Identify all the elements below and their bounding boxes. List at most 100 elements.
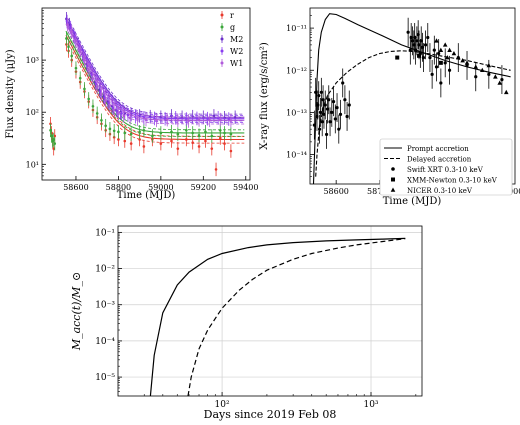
- data-point-W1: [91, 77, 95, 80]
- y-tick-label: 10¹: [26, 160, 39, 169]
- data-point-g: [50, 134, 53, 138]
- legend-label: g: [230, 23, 235, 32]
- data-point-r: [214, 168, 218, 171]
- data-point-W1: [66, 23, 69, 26]
- swift-point: [347, 103, 351, 107]
- data-point-g: [117, 130, 120, 134]
- swift-point: [487, 72, 491, 76]
- nicer-point: [451, 50, 457, 56]
- swift-point: [319, 90, 323, 94]
- swift-point: [426, 35, 430, 40]
- data-point-W1: [74, 39, 78, 43]
- data-point-W2: [99, 90, 102, 93]
- model-curve-g: [65, 30, 245, 134]
- data-point-W1: [112, 108, 116, 112]
- data-point-M2: [233, 115, 237, 119]
- legend-circle: [391, 167, 395, 171]
- y-tick-label: 10⁻¹³: [286, 108, 307, 117]
- swift-point: [474, 75, 478, 79]
- nicer-point: [460, 58, 465, 63]
- legend-label: XMM-Newton 0.3-10 keV: [407, 177, 498, 185]
- swift-point: [423, 43, 428, 47]
- model-curve-W1: [65, 23, 245, 121]
- swift-point: [333, 117, 337, 121]
- legend-label: W2: [230, 47, 243, 56]
- data-point-g: [142, 128, 146, 132]
- x-tick-label: 10³: [363, 400, 378, 410]
- data-point-W1: [155, 118, 158, 122]
- legend-label: NICER 0.3-10 keV: [407, 187, 473, 195]
- data-point-g: [176, 132, 180, 136]
- data-point-g: [223, 131, 226, 135]
- swift-point: [318, 110, 323, 114]
- legend-label: Swift XRT 0.3-10 keV: [407, 166, 484, 174]
- swift-point: [500, 78, 504, 82]
- legend-marker-dot: [220, 61, 224, 65]
- data-point-W1: [100, 93, 103, 96]
- data-point-g: [204, 130, 207, 134]
- data-point-g: [197, 134, 201, 137]
- nicer-point: [442, 42, 448, 47]
- data-point-r: [138, 138, 141, 141]
- legend-label: Prompt accretion: [407, 145, 469, 153]
- swift-point: [335, 105, 339, 110]
- model-curve-M2: [65, 17, 245, 118]
- xray-panel: 586005870058800589005900010⁻¹⁴10⁻¹³10⁻¹²…: [259, 7, 520, 207]
- legend: rg M2 W2 W1: [220, 11, 243, 68]
- delayed-mass-curve: [187, 238, 406, 397]
- data-point-g: [95, 112, 99, 115]
- swift-point: [331, 100, 336, 104]
- nicer-point: [493, 74, 498, 79]
- data-point-r: [223, 142, 226, 145]
- nicer-point: [497, 80, 503, 85]
- legend-label: r: [230, 11, 234, 20]
- swift-point: [324, 132, 329, 137]
- nicer-point: [434, 38, 439, 43]
- data-point-W1: [104, 98, 107, 102]
- data-point-W1: [128, 116, 132, 120]
- swift-point: [409, 35, 413, 40]
- swift-point: [325, 107, 330, 111]
- x-tick-label: 59000: [148, 183, 173, 192]
- data-point-r: [176, 147, 180, 150]
- data-point-g: [49, 128, 52, 132]
- data-point-g: [218, 128, 222, 132]
- model-band-W1-0: [67, 31, 245, 125]
- data-point-r: [53, 134, 57, 138]
- data-point-W1: [176, 118, 180, 122]
- data-point-r: [229, 149, 233, 153]
- nicer-point: [464, 60, 470, 65]
- data-point-g: [159, 131, 163, 135]
- prompt-accretion-curve: [312, 13, 511, 185]
- data-point-W1: [208, 118, 211, 122]
- data-point-r: [185, 138, 188, 141]
- y-tick-label: 10⁻³: [95, 301, 115, 311]
- legend-square: [391, 177, 395, 182]
- legend-marker-dot: [220, 37, 224, 41]
- swift-point: [322, 112, 326, 116]
- xmm-point: [417, 53, 422, 58]
- axes: 58600 58800 59000 59200 59400 10¹ 10² 10³: [26, 10, 258, 192]
- data-point-g: [108, 127, 112, 131]
- data-point-W2: [69, 26, 72, 29]
- data-point-r: [218, 136, 222, 140]
- swift-point: [345, 114, 349, 119]
- data-point-W1: [136, 117, 139, 121]
- swift-point: [341, 81, 345, 85]
- xray-layer: [312, 13, 511, 185]
- swift-point: [317, 94, 321, 98]
- data-point-W2: [65, 20, 69, 23]
- data-point-W2: [94, 82, 98, 86]
- data-point-g: [123, 131, 127, 135]
- nicer-point: [445, 55, 450, 60]
- data-point-W1: [108, 104, 112, 107]
- data-point-W1: [187, 119, 190, 123]
- model-band-W2-1: [67, 21, 245, 116]
- data-point-W2: [163, 117, 167, 121]
- y-tick-label: 10⁻¹: [95, 228, 115, 238]
- x-tick-label: 59400: [233, 183, 258, 192]
- swift-point: [338, 112, 343, 116]
- prompt-mass-curve: [149, 237, 406, 397]
- swift-point: [439, 81, 443, 85]
- data-point-g: [87, 97, 90, 101]
